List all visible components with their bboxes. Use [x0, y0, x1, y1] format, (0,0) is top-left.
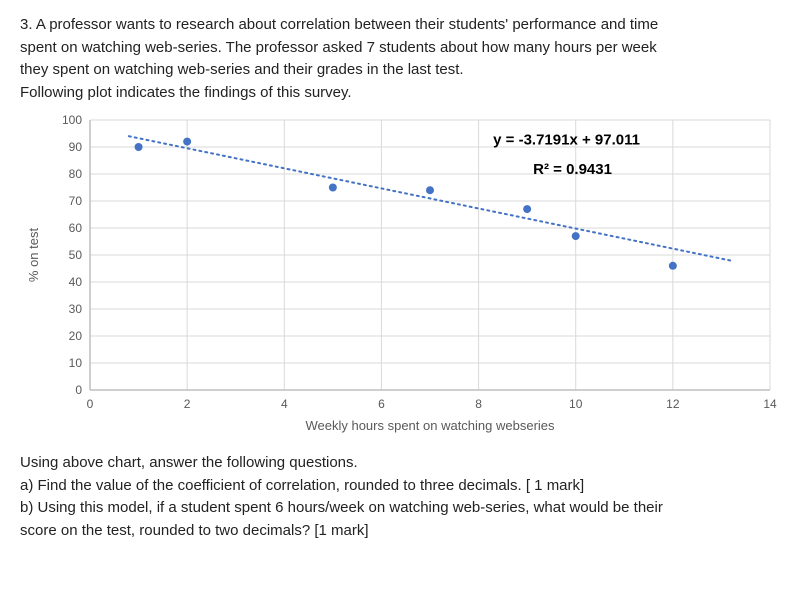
svg-text:10: 10: [569, 397, 583, 411]
svg-text:70: 70: [69, 194, 83, 208]
question-prompt: 3. A professor wants to research about c…: [20, 14, 782, 104]
svg-text:40: 40: [69, 275, 83, 289]
question-number: 3.: [20, 16, 33, 33]
question-b-line2: score on the test, rounded to two decima…: [20, 520, 782, 543]
prompt-line-3: Following plot indicates the findings of…: [20, 84, 352, 101]
question-b-line1: b) Using this model, if a student spent …: [20, 497, 782, 520]
trend-equation: y = -3.7191x + 97.011: [493, 131, 640, 148]
svg-text:4: 4: [281, 397, 288, 411]
followup-intro: Using above chart, answer the following …: [20, 452, 782, 475]
svg-text:0: 0: [87, 397, 94, 411]
question-a: a) Find the value of the coefficient of …: [20, 475, 782, 498]
svg-text:0: 0: [75, 383, 82, 397]
prompt-line-2: they spent on watching web-series and th…: [20, 61, 464, 78]
svg-text:50: 50: [69, 248, 83, 262]
x-axis-label: Weekly hours spent on watching webseries: [305, 418, 555, 433]
scatter-chart: 0 2 4 6 8 10 12 14 0 10 20 30 40 50 60 70 80 90 100 y = -3.…: [20, 110, 782, 440]
svg-text:12: 12: [666, 397, 680, 411]
trend-r2: R² = 0.9431: [533, 161, 612, 178]
prompt-line-1: spent on watching web-series. The profes…: [20, 39, 657, 56]
svg-text:30: 30: [69, 302, 83, 316]
svg-text:2: 2: [184, 397, 191, 411]
prompt-line-0: A professor wants to research about corr…: [36, 16, 658, 33]
svg-text:14: 14: [763, 397, 777, 411]
svg-text:100: 100: [62, 113, 82, 127]
chart-svg: 0 2 4 6 8 10 12 14 0 10 20 30 40 50 60 70 80 90 100 y = -3.…: [20, 110, 780, 440]
y-axis-label: % on test: [26, 228, 41, 283]
svg-text:8: 8: [475, 397, 482, 411]
followup-questions: Using above chart, answer the following …: [20, 452, 782, 542]
svg-text:10: 10: [69, 356, 83, 370]
svg-text:80: 80: [69, 167, 83, 181]
svg-text:6: 6: [378, 397, 385, 411]
svg-text:60: 60: [69, 221, 83, 235]
svg-text:90: 90: [69, 140, 83, 154]
svg-text:20: 20: [69, 329, 83, 343]
